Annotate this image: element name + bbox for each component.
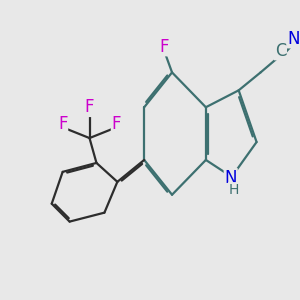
Text: F: F bbox=[112, 115, 121, 133]
Text: N: N bbox=[224, 169, 237, 187]
Text: F: F bbox=[159, 38, 169, 56]
Text: F: F bbox=[85, 98, 94, 116]
Text: H: H bbox=[229, 183, 239, 197]
Text: C: C bbox=[275, 41, 286, 59]
Text: F: F bbox=[58, 115, 68, 133]
Text: N: N bbox=[287, 30, 300, 48]
